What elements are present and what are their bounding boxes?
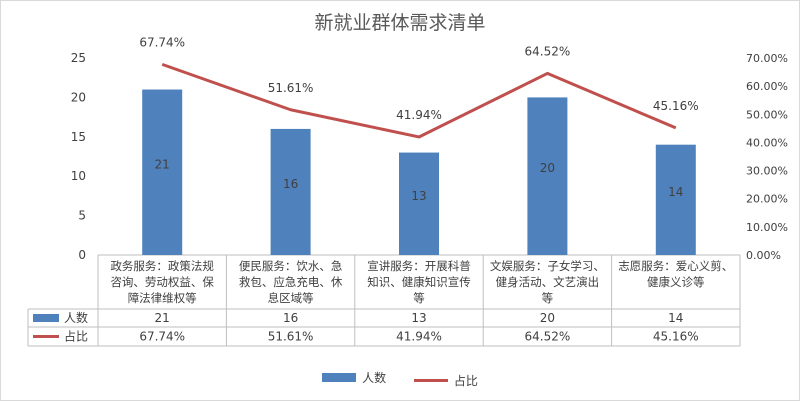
- y-right-tick-label: 20.00%: [746, 193, 788, 206]
- bar-value-label: 20: [540, 161, 555, 175]
- table-cell-ratio: 41.94%: [396, 330, 442, 344]
- line-value-label: 45.16%: [653, 99, 699, 113]
- bar-value-label: 13: [411, 189, 426, 203]
- line-value-label: 67.74%: [139, 35, 185, 49]
- line-value-label: 51.61%: [268, 81, 314, 95]
- category-label: 便民服务：饮水、急: [239, 259, 343, 273]
- category-label: 知识、健康知识宣传: [367, 275, 471, 289]
- legend-label-count: 人数: [362, 371, 387, 385]
- category-label: 等: [542, 291, 554, 305]
- table-cell-count: 14: [668, 311, 683, 325]
- y-right-tick-label: 60.00%: [746, 80, 788, 93]
- ratio-line: [161, 62, 677, 139]
- y-left-tick-label: 20: [71, 90, 86, 104]
- table-cell-count: 16: [283, 311, 298, 325]
- table-cell-count: 21: [155, 311, 170, 325]
- table-cell-ratio: 45.16%: [653, 330, 699, 344]
- y-right-tick-label: 70.00%: [746, 52, 788, 65]
- bar: [527, 97, 568, 256]
- table-cell-ratio: 64.52%: [525, 330, 571, 344]
- category-label: 息区域等: [268, 291, 314, 305]
- line-value-label: 64.52%: [525, 44, 571, 58]
- category-label: 咨询、劳动权益、保: [110, 275, 214, 289]
- legend-bar-swatch: [322, 373, 357, 382]
- bar-value-label: 14: [668, 185, 683, 199]
- table-row-header-ratio: 占比: [64, 329, 88, 344]
- table-cell-count: 13: [411, 311, 426, 325]
- legend-item-ratio: 占比: [413, 372, 478, 389]
- legend: 人数 占比: [0, 369, 800, 389]
- bar: [142, 89, 183, 256]
- y-left-tick-label: 5: [78, 209, 86, 223]
- bar: [270, 128, 311, 255]
- category-label: 健身活动、文艺演出: [496, 275, 600, 289]
- category-label: 政务服务：政策法规: [110, 259, 214, 273]
- bar-value-label: 21: [155, 157, 170, 171]
- bar-value-label: 16: [283, 177, 298, 191]
- y-right-tick-label: 40.00%: [746, 136, 788, 149]
- category-label: 宣讲服务：开展科普: [367, 259, 471, 273]
- category-label: 救包、应急充电、休: [239, 275, 343, 289]
- y-right-tick-label: 50.00%: [746, 108, 788, 121]
- y-left-tick-label: 15: [71, 130, 86, 144]
- category-label: 文娱服务：子女学习、: [490, 259, 605, 273]
- y-left-tick-label: 25: [71, 51, 86, 65]
- y-left-tick-label: 0: [78, 248, 86, 262]
- bar: [655, 144, 696, 255]
- legend-line-swatch: [413, 379, 448, 382]
- chart-title: 新就业群体需求清单: [314, 12, 486, 34]
- legend-label-ratio: 占比: [453, 374, 478, 388]
- category-label: 健康义诊等: [647, 275, 705, 289]
- table-cell-ratio: 67.74%: [139, 330, 185, 344]
- y-left-tick-label: 10: [71, 169, 86, 183]
- table-cell-ratio: 51.61%: [268, 330, 314, 344]
- legend-item-count: 人数: [322, 369, 386, 386]
- category-label: 障法律维权等: [128, 291, 197, 305]
- bar: [399, 152, 439, 255]
- category-label: 志愿服务：爱心义剪、: [618, 259, 733, 273]
- table-cell-count: 20: [540, 311, 555, 325]
- y-right-tick-label: 30.00%: [746, 165, 788, 178]
- table-key-bar: [33, 314, 59, 322]
- category-label: 等: [413, 291, 425, 305]
- y-right-tick-label: 10.00%: [746, 221, 788, 234]
- y-right-tick-label: 0.00%: [746, 249, 781, 262]
- table-row-header-count: 人数: [64, 310, 88, 325]
- line-value-label: 41.94%: [396, 108, 442, 122]
